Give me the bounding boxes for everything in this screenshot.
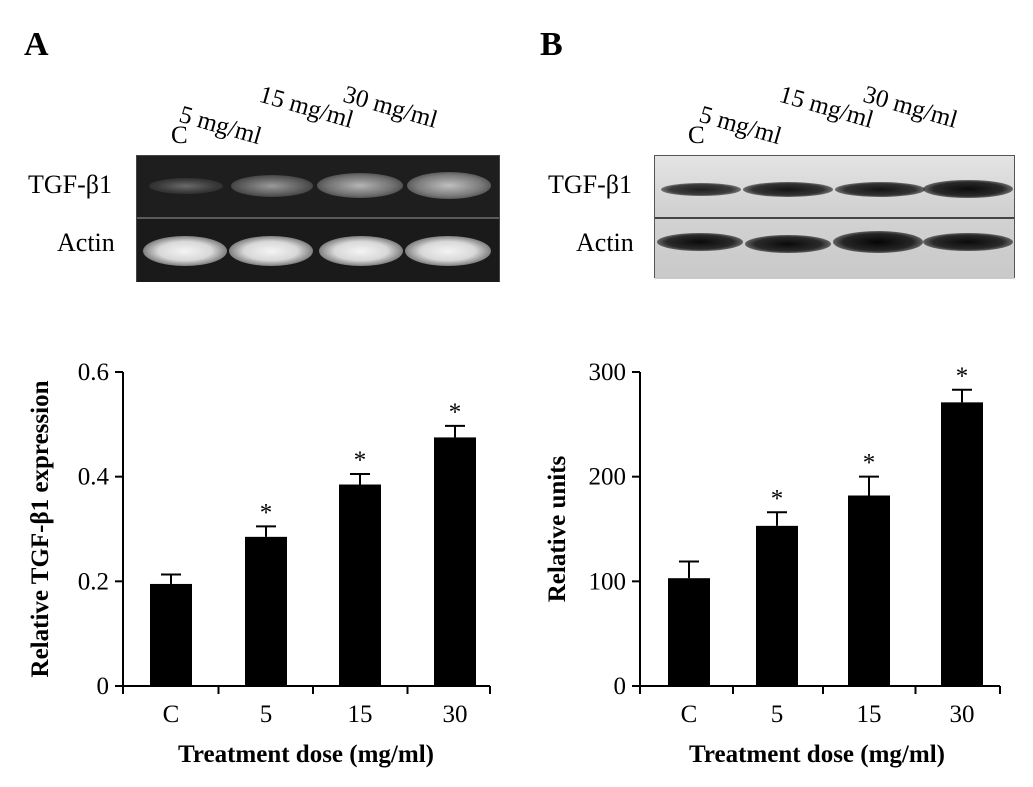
bar bbox=[756, 525, 798, 686]
blot-a-row-label: TGF-β1 bbox=[28, 170, 113, 199]
y-axis-title: Relative units bbox=[544, 455, 571, 602]
significance-marker: * bbox=[863, 450, 876, 477]
significance-marker: * bbox=[956, 363, 969, 390]
gel-band bbox=[407, 172, 491, 199]
western-band bbox=[657, 233, 743, 251]
gel-band bbox=[143, 236, 227, 266]
blot-a-row-label: Actin bbox=[57, 228, 115, 257]
x-tick-label: 30 bbox=[950, 701, 975, 728]
y-tick-label: 0 bbox=[614, 673, 627, 700]
blot-a-tgf-row bbox=[137, 156, 499, 217]
panel-letter-a: A bbox=[24, 26, 49, 63]
gel-band bbox=[405, 236, 491, 266]
western-band bbox=[923, 180, 1013, 198]
y-tick-label: 0.4 bbox=[78, 464, 110, 491]
blot-a-gel-image bbox=[136, 155, 500, 282]
bar bbox=[434, 437, 476, 686]
x-tick-label: 15 bbox=[348, 701, 373, 728]
x-tick-label: 15 bbox=[857, 701, 882, 728]
bar bbox=[941, 402, 983, 686]
x-tick-label: 5 bbox=[260, 701, 273, 728]
significance-marker: * bbox=[260, 499, 273, 526]
lane-label: C bbox=[688, 122, 705, 149]
blot-b-row-label: TGF-β1 bbox=[548, 170, 633, 199]
x-tick-label: 30 bbox=[443, 701, 468, 728]
y-tick-label: 100 bbox=[589, 568, 627, 595]
western-band bbox=[661, 183, 741, 196]
gel-band bbox=[149, 178, 223, 194]
significance-marker: * bbox=[771, 485, 784, 512]
y-tick-label: 0.2 bbox=[78, 568, 109, 595]
western-band bbox=[743, 182, 833, 197]
gel-band bbox=[231, 175, 313, 197]
blot-divider bbox=[655, 217, 1014, 219]
panel-letter-b: B bbox=[540, 26, 563, 63]
bar bbox=[150, 583, 192, 686]
bar bbox=[668, 578, 710, 686]
y-tick-label: 0 bbox=[97, 673, 110, 700]
lane-label: C bbox=[171, 122, 188, 149]
blot-b-western-image bbox=[654, 155, 1015, 279]
bar bbox=[245, 536, 287, 686]
significance-marker: * bbox=[449, 399, 462, 426]
blot-b-tgf-row bbox=[655, 156, 1014, 217]
blot-divider bbox=[137, 217, 499, 219]
blot-b-actin-row bbox=[655, 219, 1014, 279]
bar bbox=[848, 495, 890, 686]
gel-band bbox=[229, 236, 313, 266]
x-axis-title: Treatment dose (mg/ml) bbox=[178, 741, 434, 768]
western-band bbox=[923, 233, 1013, 251]
y-tick-label: 300 bbox=[589, 359, 627, 386]
blot-b-row-label: Actin bbox=[576, 228, 634, 257]
blot-a-actin-row bbox=[137, 219, 499, 282]
significance-marker: * bbox=[354, 447, 367, 474]
gel-band bbox=[317, 173, 403, 198]
western-band bbox=[745, 235, 831, 253]
western-band bbox=[833, 231, 923, 253]
y-tick-label: 200 bbox=[589, 464, 627, 491]
y-axis-title: Relative TGF-β1 expression bbox=[27, 380, 54, 677]
gel-band bbox=[319, 236, 403, 266]
x-tick-label: C bbox=[681, 701, 698, 728]
x-axis-title: Treatment dose (mg/ml) bbox=[689, 741, 945, 768]
y-tick-label: 0.6 bbox=[78, 359, 109, 386]
bar bbox=[339, 484, 381, 686]
x-tick-label: C bbox=[163, 701, 180, 728]
western-band bbox=[835, 182, 925, 197]
x-tick-label: 5 bbox=[771, 701, 784, 728]
